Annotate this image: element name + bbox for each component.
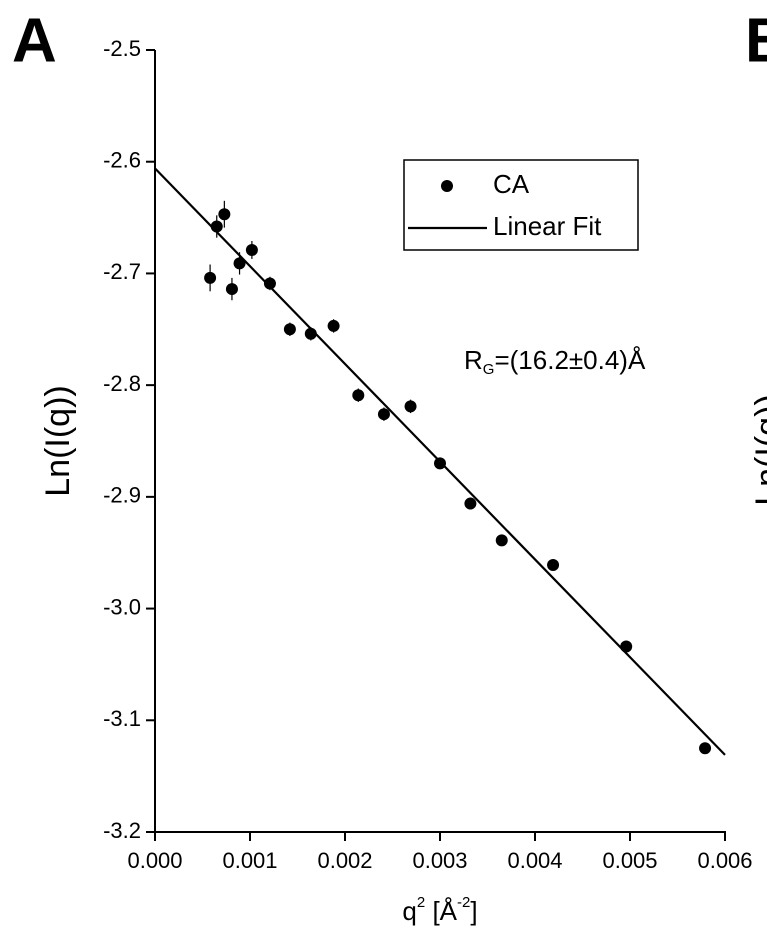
data-point — [547, 559, 560, 572]
annotation: RG=(16.2±0.4)Å — [464, 345, 646, 378]
legend-symbol — [441, 180, 453, 192]
data-point — [233, 257, 246, 270]
label-part: q — [402, 896, 416, 926]
data-point — [204, 271, 217, 284]
y-tick-label: -2.9 — [103, 483, 141, 508]
y-axis-label: Ln(I(q)) — [39, 385, 77, 496]
y-tick-label: -2.8 — [103, 371, 141, 396]
data-point — [434, 457, 446, 470]
legend — [403, 159, 639, 251]
y-tick-label: -2.5 — [103, 36, 141, 61]
data-point — [464, 497, 477, 510]
data-point — [404, 400, 417, 413]
y-tick-label: -2.7 — [103, 259, 141, 284]
data-point — [225, 283, 238, 296]
data-point — [377, 408, 390, 421]
panel-label: A — [12, 6, 57, 75]
x-axis-label: q2 [Å-2] — [402, 894, 477, 926]
y-tick-label: -3.2 — [103, 818, 141, 843]
panel-label: B — [745, 6, 767, 75]
x-tick-label: 0.005 — [602, 848, 657, 873]
fit-line — [154, 167, 726, 756]
label-part: -2 — [457, 894, 470, 911]
y-tick-label: -2.6 — [103, 148, 141, 173]
data-point — [283, 323, 296, 336]
data-point — [495, 534, 508, 547]
data-point — [245, 243, 258, 256]
label-part: 2 — [417, 894, 425, 911]
x-tick-label: 0.006 — [697, 848, 752, 873]
data-point — [263, 277, 276, 290]
annotation-part: R — [464, 345, 483, 375]
legend-label: CA — [493, 169, 530, 199]
data-point — [218, 208, 231, 221]
data-point — [620, 640, 633, 653]
data-point — [352, 389, 365, 402]
x-tick-label: 0.004 — [507, 848, 562, 873]
y-tick-label: -3.1 — [103, 706, 141, 731]
data-point — [327, 319, 340, 332]
data-point — [699, 742, 712, 755]
label-part: ] — [470, 896, 477, 926]
x-tick-label: 0.003 — [412, 848, 467, 873]
x-tick-label: 0.002 — [317, 848, 372, 873]
label-part: [Å — [425, 896, 457, 926]
annotation-part: G — [483, 361, 495, 378]
y-tick-label: -3.0 — [103, 594, 141, 619]
axis-label: Ln(I(q)) — [749, 394, 767, 505]
annotation-part: =(16.2±0.4)Å — [494, 345, 646, 375]
x-tick-label: 0.000 — [127, 848, 182, 873]
x-tick-label: 0.001 — [222, 848, 277, 873]
legend-label: Linear Fit — [493, 211, 602, 241]
